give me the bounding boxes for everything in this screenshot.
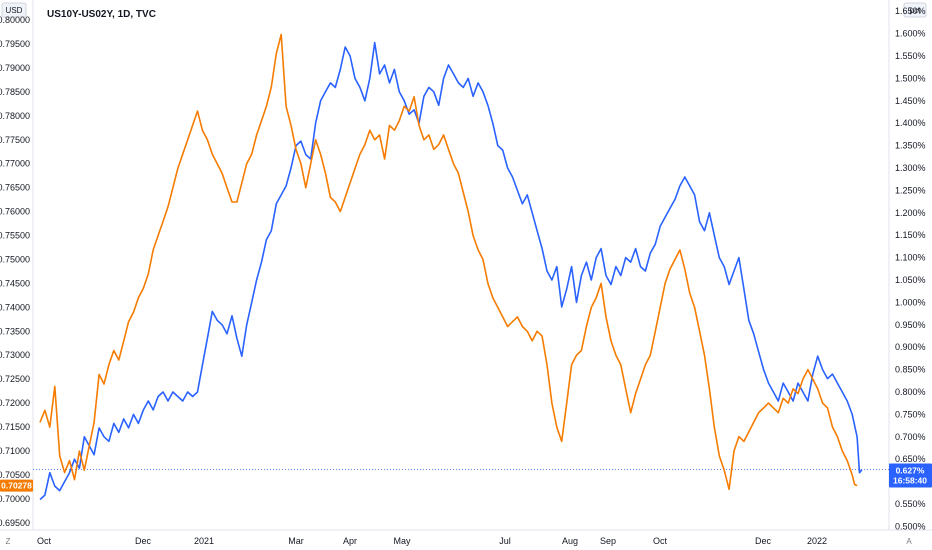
left-unit-label: USD	[6, 6, 23, 15]
left-tick-label: 0.71500	[0, 422, 30, 432]
right-tick-label: 0.700%	[895, 432, 926, 442]
right-tick-label: 1.000%	[895, 297, 926, 307]
time-tick-label: Jul	[499, 536, 511, 546]
right-tick-label: 1.250%	[895, 185, 926, 195]
left-price-axis[interactable]: USD 0.80000 0.79500 0.79000 0.78500 0.78000 0…	[0, 0, 34, 530]
left-tick-label: 0.72000	[0, 398, 30, 408]
series-line-orange[interactable]	[39, 33, 858, 491]
left-tick-label: 0.78000	[0, 111, 30, 121]
time-tick-label: Apr	[343, 536, 357, 546]
time-tick-label: Dec	[135, 536, 152, 546]
left-tick-label: 0.69500	[0, 518, 30, 528]
left-tick-label: 0.73000	[0, 350, 30, 360]
right-tick-label: 1.350%	[895, 141, 926, 151]
left-tick-label: 0.76500	[0, 183, 30, 193]
bottom-left-button[interactable]: Z	[0, 532, 16, 548]
left-tick-label: 0.72500	[0, 374, 30, 384]
time-axis[interactable]: Oct Dec 2021 Mar Apr May Jul Aug Sep Oct Dec 2022	[0, 529, 932, 546]
right-tick-label: 0.550%	[895, 499, 926, 509]
left-tick-label: 0.74000	[0, 302, 30, 312]
series-line-us10y-us02y[interactable]	[39, 41, 863, 501]
right-tick-label: 0.950%	[895, 320, 926, 330]
right-tick-label: 1.650%	[895, 6, 926, 16]
time-tick-label: 2021	[194, 536, 214, 546]
right-tick-label: 0.900%	[895, 342, 926, 352]
right-tick-label: 0.850%	[895, 365, 926, 375]
left-tick-label: 0.75500	[0, 231, 30, 241]
right-tick-label: 1.450%	[895, 96, 926, 106]
right-tick-label: 1.150%	[895, 230, 926, 240]
right-tick-label: 1.550%	[895, 51, 926, 61]
left-tick-label: 0.80000	[0, 15, 30, 25]
time-tick-label: Oct	[37, 536, 52, 546]
last-value-tag-orange	[0, 479, 33, 492]
plot-area[interactable]	[33, 33, 889, 501]
left-tick-label: 0.77000	[0, 159, 30, 169]
last-value-text-blue: 0.627%	[896, 466, 925, 476]
time-tick-label: Sep	[600, 536, 616, 546]
left-tick-label: 0.76000	[0, 207, 30, 217]
last-value-text-orange: 0.70278	[1, 481, 32, 491]
right-tick-label: 1.600%	[895, 29, 926, 39]
right-tick-label: 1.050%	[895, 275, 926, 285]
right-tick-label: 1.400%	[895, 118, 926, 128]
left-tick-label: 0.71000	[0, 446, 30, 456]
time-tick-label: Aug	[562, 536, 578, 546]
left-tick-label: 0.73500	[0, 326, 30, 336]
auto-scale-button-label: A	[906, 537, 912, 546]
right-unit-badge	[903, 2, 927, 18]
left-unit-badge	[1, 2, 27, 18]
left-tick-label: 0.79500	[0, 39, 30, 49]
right-tick-label: 1.200%	[895, 208, 926, 218]
auto-scale-button-bg	[900, 532, 918, 548]
bottom-left-button-bg	[0, 532, 16, 548]
time-tick-label: 2022	[807, 536, 827, 546]
right-tick-label: 0.500%	[895, 521, 926, 531]
right-tick-label: 0.750%	[895, 409, 926, 419]
time-tick-label: May	[393, 536, 411, 546]
right-tick-label: 1.300%	[895, 163, 926, 173]
last-value-tags: 0.627%16:58:40 0.70278	[0, 463, 932, 492]
auto-scale-button[interactable]: A	[900, 532, 918, 548]
left-tick-label: 0.74500	[0, 278, 30, 288]
left-tick-label: 0.70500	[0, 470, 30, 480]
left-tick-label: 0.79000	[0, 63, 30, 73]
chart-title: US10Y-US02Y, 1D, TVC	[47, 9, 156, 20]
left-tick-label: 0.75000	[0, 254, 30, 264]
countdown-text: 16:58:40	[893, 476, 927, 486]
time-tick-label: Dec	[755, 536, 772, 546]
right-unit-label: pct	[910, 6, 921, 15]
right-tick-label: 1.500%	[895, 73, 926, 83]
time-tick-label: Oct	[653, 536, 668, 546]
left-tick-label: 0.77500	[0, 135, 30, 145]
bottom-left-button-label: Z	[6, 537, 11, 546]
left-tick-label: 0.70000	[0, 494, 30, 504]
time-tick-label: Mar	[288, 536, 304, 546]
right-tick-label: 0.650%	[895, 454, 926, 464]
left-tick-label: 0.78500	[0, 87, 30, 97]
right-tick-label: 1.100%	[895, 253, 926, 263]
last-value-tag-blue	[889, 463, 932, 488]
right-tick-label: 0.800%	[895, 387, 926, 397]
